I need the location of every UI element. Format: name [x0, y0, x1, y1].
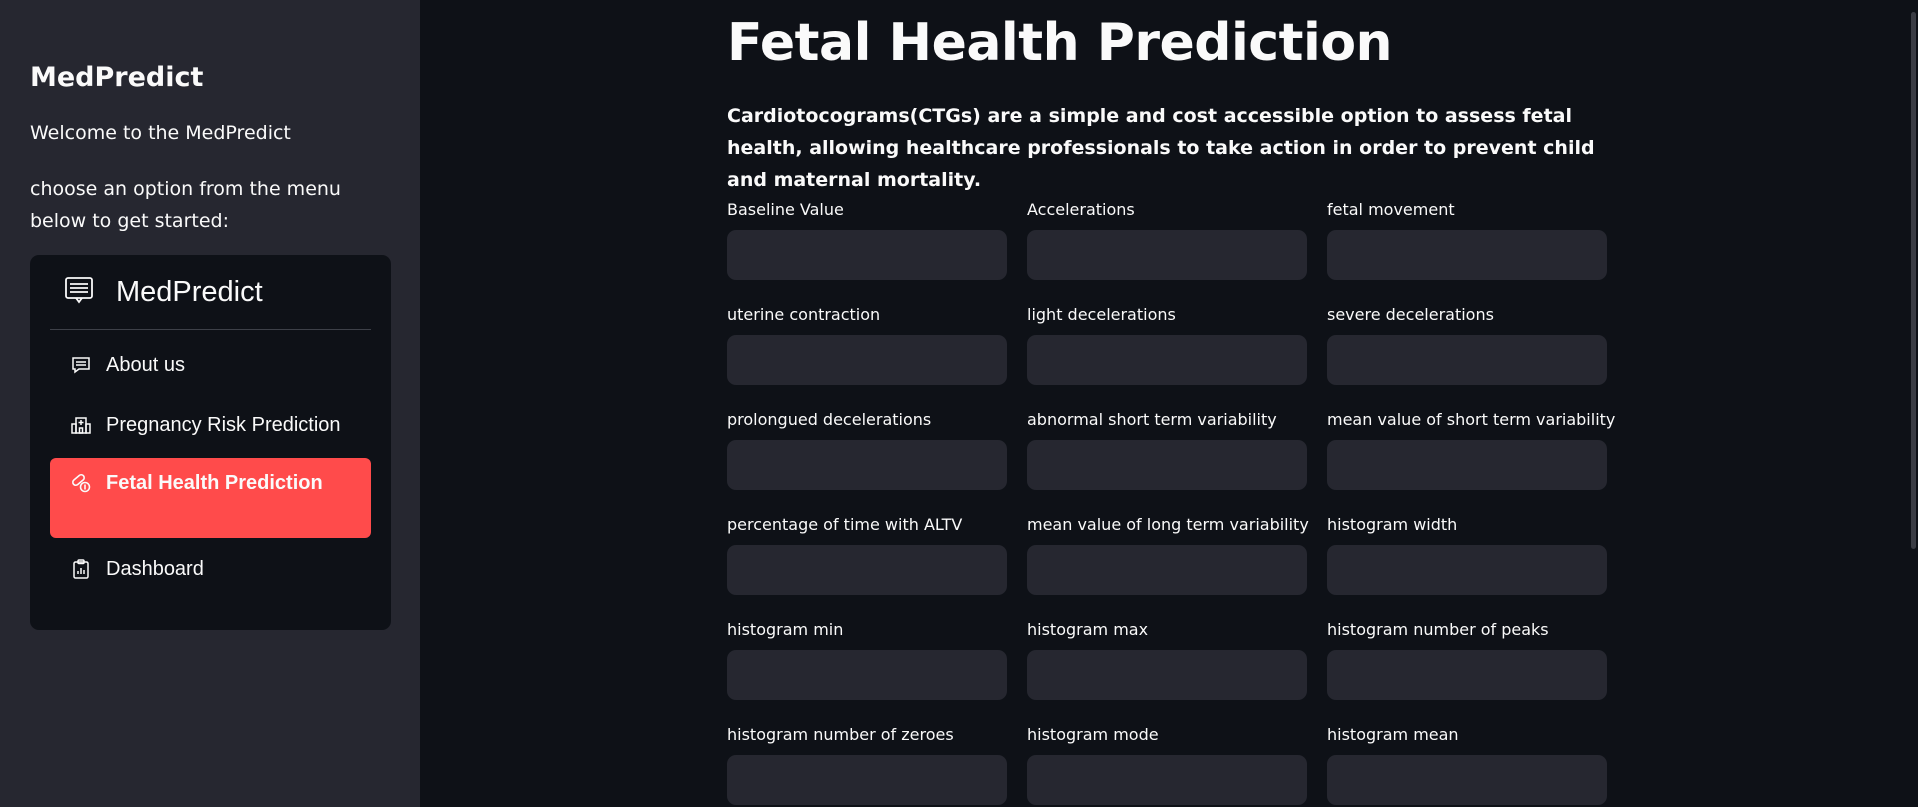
- option-menu: MedPredict About us: [30, 255, 391, 630]
- menu-item-label: Pregnancy Risk Prediction: [106, 413, 341, 436]
- field-label: mean value of long term variability: [1027, 515, 1309, 534]
- histogram-mean-input[interactable]: [1327, 755, 1607, 805]
- menu-item-label: About us: [106, 353, 185, 376]
- fetal-movement-input[interactable]: [1327, 230, 1607, 280]
- field-histogram-width: histogram width: [1327, 512, 1607, 617]
- prolongued-decelerations-input[interactable]: [727, 440, 1007, 490]
- baseline-value-input[interactable]: [727, 230, 1007, 280]
- histogram-width-input[interactable]: [1327, 545, 1607, 595]
- menu-header: MedPredict: [50, 255, 371, 330]
- sidebar-instructions-text: choose an option from the menu below to …: [30, 178, 341, 232]
- prediction-form: Baseline Value Accelerations fetal movem…: [727, 197, 1627, 807]
- field-percentage-time-altv: percentage of time with ALTV: [727, 512, 1007, 617]
- menu-item-about-us[interactable]: About us: [50, 336, 371, 394]
- list-icon: [64, 275, 94, 310]
- field-label: Baseline Value: [727, 200, 844, 219]
- field-label: histogram number of peaks: [1327, 620, 1549, 639]
- field-label: abnormal short term variability: [1027, 410, 1277, 429]
- field-label: severe decelerations: [1327, 305, 1494, 324]
- histogram-number-of-peaks-input[interactable]: [1327, 650, 1607, 700]
- field-fetal-movement: fetal movement: [1327, 197, 1607, 302]
- mean-long-term-variability-input[interactable]: [1027, 545, 1307, 595]
- menu-item-pregnancy-risk-prediction[interactable]: Pregnancy Risk Prediction: [50, 396, 371, 454]
- field-histogram-max: histogram max: [1027, 617, 1307, 722]
- sidebar: MedPredict Welcome to the MedPredict cho…: [0, 0, 420, 807]
- field-light-decelerations: light decelerations: [1027, 302, 1307, 407]
- menu-item-dashboard[interactable]: Dashboard: [50, 540, 371, 598]
- histogram-number-of-zeroes-input[interactable]: [727, 755, 1007, 805]
- field-severe-decelerations: severe decelerations: [1327, 302, 1607, 407]
- hospital-icon: [70, 414, 92, 436]
- field-label: histogram min: [727, 620, 844, 639]
- field-uterine-contraction: uterine contraction: [727, 302, 1007, 407]
- field-label: histogram mode: [1027, 725, 1159, 744]
- field-mean-long-term-variability: mean value of long term variability: [1027, 512, 1309, 617]
- field-accelerations: Accelerations: [1027, 197, 1307, 302]
- capsule-icon: [70, 472, 92, 494]
- sidebar-title: MedPredict: [30, 62, 204, 93]
- field-histogram-number-of-peaks: histogram number of peaks: [1327, 617, 1607, 722]
- menu-title: MedPredict: [116, 275, 263, 308]
- light-decelerations-input[interactable]: [1027, 335, 1307, 385]
- sidebar-welcome-text: Welcome to the MedPredict: [30, 122, 291, 144]
- main-content: Fetal Health Prediction Cardiotocograms(…: [420, 0, 1918, 807]
- menu-item-fetal-health-prediction[interactable]: Fetal Health Prediction: [50, 458, 371, 538]
- field-histogram-number-of-zeroes: histogram number of zeroes: [727, 722, 1007, 807]
- field-prolongued-decelerations: prolongued decelerations: [727, 407, 1007, 512]
- uterine-contraction-input[interactable]: [727, 335, 1007, 385]
- histogram-min-input[interactable]: [727, 650, 1007, 700]
- histogram-max-input[interactable]: [1027, 650, 1307, 700]
- field-label: percentage of time with ALTV: [727, 515, 963, 534]
- field-histogram-mode: histogram mode: [1027, 722, 1307, 807]
- severe-decelerations-input[interactable]: [1327, 335, 1607, 385]
- histogram-mode-input[interactable]: [1027, 755, 1307, 805]
- field-mean-short-term-variability: mean value of short term variability: [1327, 407, 1616, 512]
- field-baseline-value: Baseline Value: [727, 197, 1007, 302]
- field-label: Accelerations: [1027, 200, 1135, 219]
- main-scrollbar[interactable]: [1911, 12, 1916, 549]
- field-label: light decelerations: [1027, 305, 1176, 324]
- field-label: uterine contraction: [727, 305, 881, 324]
- abnormal-short-term-variability-input[interactable]: [1027, 440, 1307, 490]
- percentage-time-altv-input[interactable]: [727, 545, 1007, 595]
- field-histogram-mean: histogram mean: [1327, 722, 1607, 807]
- chat-icon: [70, 354, 92, 376]
- accelerations-input[interactable]: [1027, 230, 1307, 280]
- menu-item-label: Dashboard: [106, 557, 204, 580]
- field-label: mean value of short term variability: [1327, 410, 1616, 429]
- field-histogram-min: histogram min: [727, 617, 1007, 722]
- intro-text: Cardiotocograms(CTGs) are a simple and c…: [727, 105, 1595, 191]
- field-label: histogram max: [1027, 620, 1149, 639]
- field-label: histogram number of zeroes: [727, 725, 954, 744]
- field-label: fetal movement: [1327, 200, 1455, 219]
- field-label: histogram mean: [1327, 725, 1459, 744]
- mean-short-term-variability-input[interactable]: [1327, 440, 1607, 490]
- page-title: Fetal Health Prediction: [727, 13, 1393, 73]
- field-label: prolongued decelerations: [727, 410, 932, 429]
- field-abnormal-short-term-variability: abnormal short term variability: [1027, 407, 1307, 512]
- clipboard-data-icon: [70, 558, 92, 580]
- field-label: histogram width: [1327, 515, 1458, 534]
- menu-item-label: Fetal Health Prediction: [106, 472, 323, 494]
